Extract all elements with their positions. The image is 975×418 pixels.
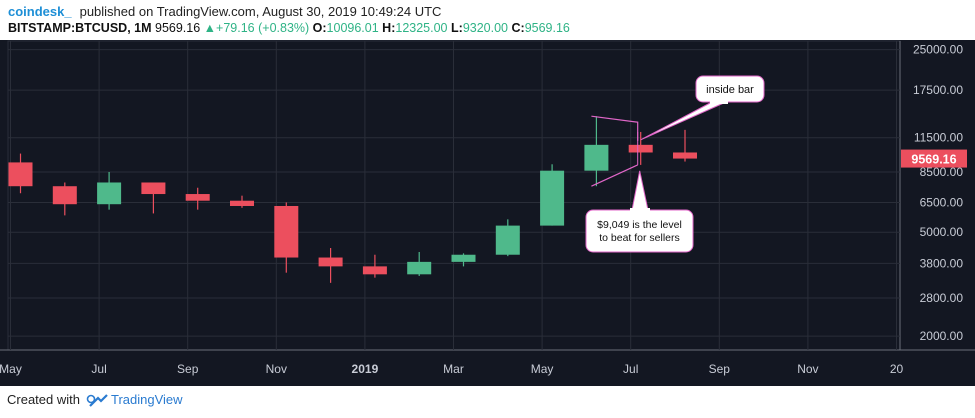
last-price: 9569.16 <box>155 21 201 35</box>
candle-body[interactable] <box>495 225 520 255</box>
callout-joint <box>630 208 650 212</box>
last-price-tag <box>901 149 967 168</box>
candle-body[interactable] <box>540 170 565 226</box>
publish-info: coindesk_ published on TradingView.com, A… <box>8 4 441 19</box>
y-tick-label: 6500.00 <box>920 195 964 209</box>
candle-body[interactable] <box>673 152 697 159</box>
footer: Created with TradingView <box>7 392 183 407</box>
last-price-label: 9569.16 <box>911 153 956 167</box>
callout-level-to-beat <box>585 209 694 253</box>
price-change: +79.16 (+0.83%) <box>216 21 310 35</box>
callout-joint <box>710 100 728 104</box>
ohlc-legend: BITSTAMP:BTCUSD, 1M 9569.16 ▲+79.16 (+0.… <box>8 21 570 35</box>
x-tick-label: Nov <box>797 362 818 376</box>
y-tick-label: 8500.00 <box>920 165 964 179</box>
y-tick-label: 2000.00 <box>920 329 964 343</box>
author-name[interactable]: coindesk_ <box>8 4 72 19</box>
y-tick-label: 5000.00 <box>920 225 964 239</box>
candle-body[interactable] <box>584 144 609 171</box>
callout-inside-bar <box>695 75 765 103</box>
created-with-text: Created with <box>7 392 80 407</box>
candle-body[interactable] <box>52 186 77 205</box>
x-tick-label: Mar <box>443 362 464 376</box>
candle-body[interactable] <box>274 205 299 258</box>
chart-header: coindesk_ published on TradingView.com, A… <box>0 0 975 40</box>
low-label: L: <box>451 21 463 35</box>
callout-level-text: to beat for sellers <box>599 232 680 244</box>
low-value: 9320.00 <box>462 21 508 35</box>
candle-body[interactable] <box>407 261 432 275</box>
symbol-label[interactable]: BITSTAMP:BTCUSD, 1M <box>8 21 152 35</box>
candlestick-chart[interactable]: 25000.00 17500.00 11500.00 8500.00 6500.00 50… <box>0 40 975 386</box>
candle-body[interactable] <box>8 162 33 187</box>
candle-body[interactable] <box>97 182 122 205</box>
candle-body[interactable] <box>230 200 254 206</box>
open-value: 10096.01 <box>326 21 379 35</box>
high-label: H: <box>382 21 396 35</box>
x-tick-label: Jul <box>623 362 638 376</box>
tradingview-logo[interactable]: TradingView <box>86 392 183 407</box>
high-value: 12325.00 <box>395 21 448 35</box>
inside-bar-lower-line <box>591 164 638 187</box>
tradingview-cloud-icon <box>86 393 108 407</box>
x-tick-label: May <box>531 362 554 376</box>
y-tick-label: 11500.00 <box>914 131 963 145</box>
x-tick-label: 2019 <box>352 362 379 376</box>
x-tick-label: Sep <box>177 362 199 376</box>
x-tick-label: Jul <box>91 362 106 376</box>
candle-body[interactable] <box>628 144 653 153</box>
x-tick-label: Sep <box>709 362 731 376</box>
candle-body[interactable] <box>362 266 387 275</box>
x-tick-label: May <box>0 362 22 376</box>
open-label: O: <box>312 21 327 35</box>
callout-level-text: $9,049 is the level <box>597 219 682 231</box>
up-arrow-icon: ▲ <box>203 21 217 35</box>
candle-body[interactable] <box>185 194 210 201</box>
y-tick-label: 17500.00 <box>913 83 963 97</box>
candle-body[interactable] <box>141 182 166 195</box>
y-tick-label: 2800.00 <box>920 291 964 305</box>
publish-text: published on TradingView.com, August 30,… <box>79 4 442 19</box>
x-tick-label: Nov <box>266 362 287 376</box>
close-value: 9569.16 <box>524 21 570 35</box>
close-label: C: <box>511 21 525 35</box>
y-tick-label: 25000.00 <box>913 43 963 57</box>
callout-inside-bar-text: inside bar <box>706 84 754 96</box>
candle-body[interactable] <box>451 254 476 262</box>
y-tick-label: 3800.00 <box>920 256 964 270</box>
x-tick-label: 20 <box>890 362 904 376</box>
candle-body[interactable] <box>318 257 343 267</box>
tradingview-text: TradingView <box>110 392 183 407</box>
